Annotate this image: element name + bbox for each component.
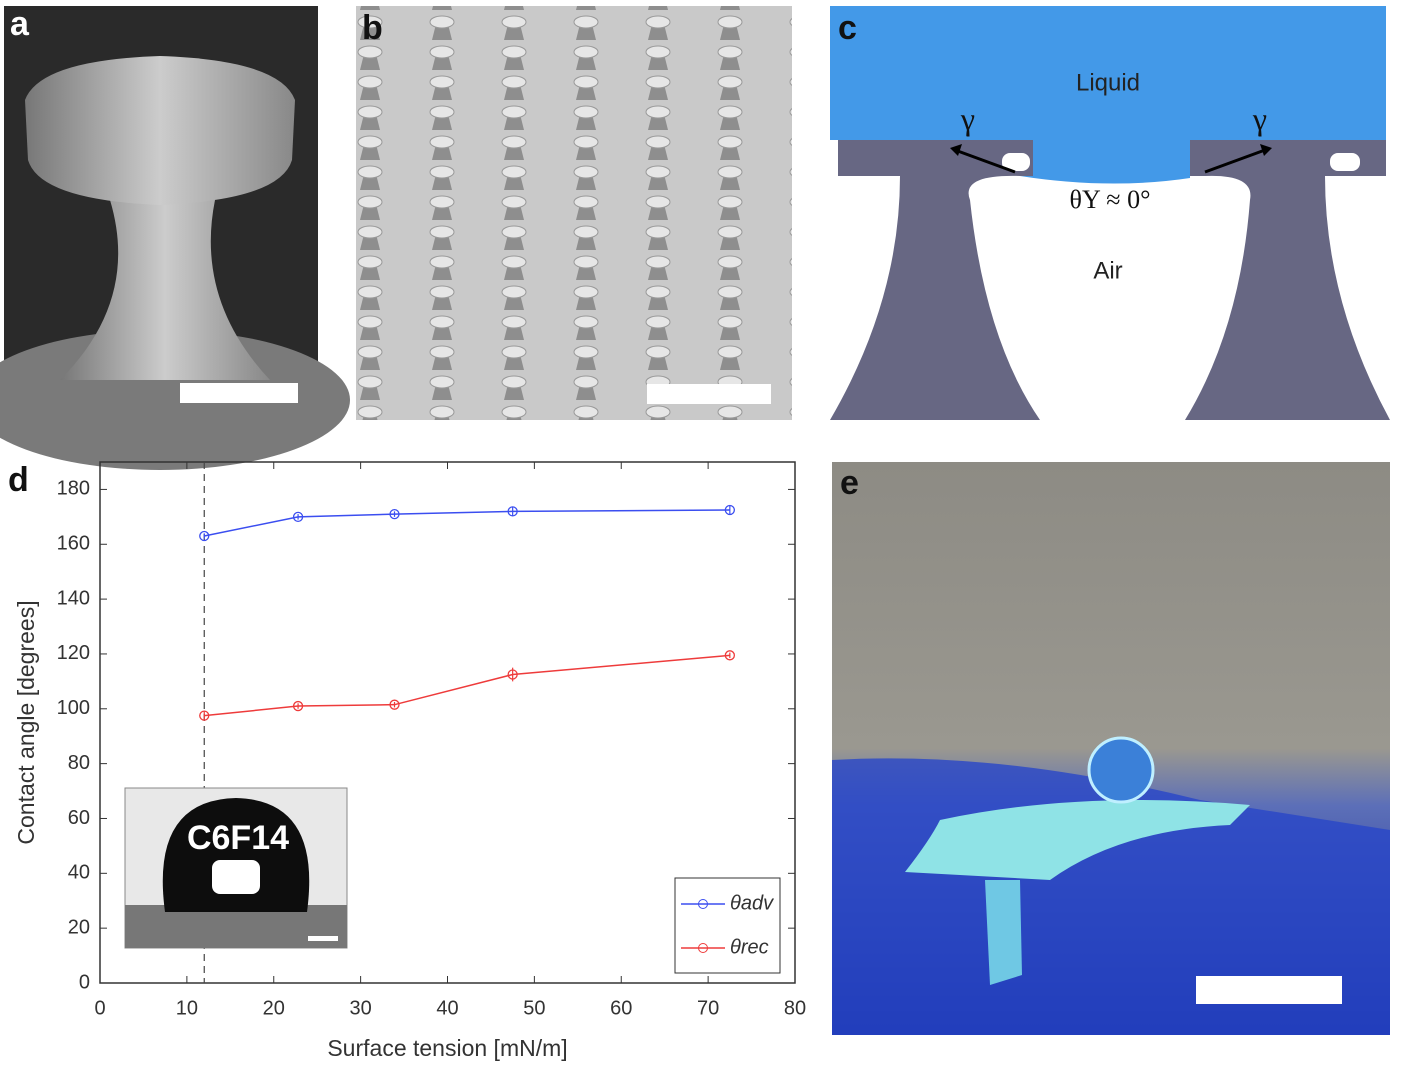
x-tick-label: 70: [697, 997, 719, 1019]
y-tick-label: 160: [57, 533, 90, 555]
y-axis-label: Contact angle [degrees]: [13, 600, 39, 844]
y-tick-label: 120: [57, 642, 90, 664]
x-tick-label: 30: [350, 997, 372, 1019]
y-tick-label: 40: [68, 862, 90, 884]
x-axis-label: Surface tension [mN/m]: [327, 1035, 567, 1061]
series-line: [204, 509, 730, 537]
scale-bar: [647, 384, 771, 404]
legend-marker: [698, 943, 708, 953]
y-tick-label: 140: [57, 587, 90, 609]
legend-box: [674, 877, 781, 974]
arrowhead: [1260, 144, 1272, 156]
inset-scale: [308, 936, 338, 941]
arrow: [1204, 148, 1266, 174]
panel-label: c: [838, 9, 857, 47]
y-tick-label: 60: [68, 807, 90, 829]
panel-label: b: [362, 9, 383, 47]
marker: [292, 700, 304, 712]
cap: [25, 56, 295, 205]
panel-e: e: [832, 462, 1390, 1035]
inset-label: C6F14: [187, 819, 289, 857]
panel-label: a: [10, 5, 30, 43]
droplet: [1087, 736, 1155, 804]
gamma: γ: [1252, 100, 1267, 136]
arrow: [954, 148, 1016, 174]
arrowhead: [950, 144, 962, 156]
liquid: [830, 6, 1386, 184]
inset-drop: [162, 798, 310, 912]
panel-label: e: [840, 464, 859, 502]
pillar-left: [830, 140, 1040, 420]
marker: [507, 506, 518, 517]
stand: [985, 880, 1022, 985]
x-tick-label: 60: [610, 997, 632, 1019]
y-tick-label: 180: [57, 478, 90, 500]
sheet: [905, 800, 1250, 880]
x-tick-label: 0: [94, 997, 105, 1019]
notch: [1002, 153, 1030, 171]
panel-label: d: [8, 461, 29, 499]
angle: θY ≈ 0°: [1070, 185, 1151, 214]
chart: d 0 10 20 30 40 50 60 70 80 0 20 40 60 80 100 120 140 160 1…: [8, 461, 806, 1061]
sem-array: [356, 6, 792, 420]
panel-c: c Liquid Air γ γ θY ≈ 0°: [830, 6, 1390, 420]
legend-label: θrec: [730, 936, 769, 958]
series-line: [204, 654, 730, 717]
marker: [507, 669, 518, 680]
legend-marker: [698, 899, 708, 909]
notch: [1330, 153, 1360, 171]
marker: [292, 511, 304, 522]
scale-bar: [180, 383, 298, 403]
pillar-right: [1185, 140, 1390, 420]
marker: [199, 530, 210, 542]
gamma: γ: [960, 100, 975, 136]
scale-bar: [1196, 976, 1342, 1004]
marker: [724, 650, 735, 661]
marker: [724, 504, 735, 516]
y-tick-label: 0: [79, 971, 90, 993]
marker: [389, 508, 400, 520]
x-tick-label: 40: [436, 997, 458, 1019]
stem: [60, 200, 270, 380]
marker: [389, 699, 400, 710]
legend-label: θadv: [730, 892, 774, 914]
panel-b: b: [356, 6, 792, 420]
x-tick-label: 50: [523, 997, 545, 1019]
x-tick-label: 80: [784, 997, 806, 1019]
label: Liquid: [1076, 69, 1140, 96]
panel-a: a: [0, 5, 350, 470]
y-tick-label: 20: [68, 916, 90, 938]
inset-glare: [212, 860, 260, 894]
label: Air: [1093, 257, 1122, 284]
marker: [199, 710, 210, 721]
x-tick-label: 20: [263, 997, 285, 1019]
y-tick-label: 100: [57, 697, 90, 719]
axes-box: [99, 461, 796, 984]
x-tick-label: 10: [176, 997, 198, 1019]
y-tick-label: 80: [68, 752, 90, 774]
